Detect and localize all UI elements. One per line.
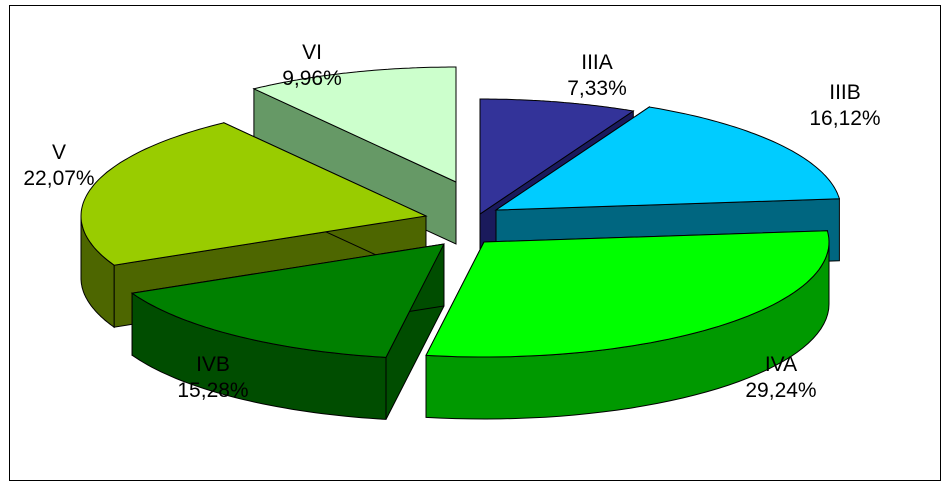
slice-label-name: IVB <box>196 353 230 376</box>
slice-label-iva: IVA 29,24% <box>745 352 816 404</box>
slice-label-percent: 7,33% <box>567 77 627 100</box>
slice-label-name: IIIA <box>581 51 613 74</box>
slice-v <box>80 122 428 266</box>
slice-label-iiia: IIIA 7,33% <box>567 50 627 102</box>
slice-label-percent: 16,12% <box>809 107 881 130</box>
slice-iva <box>425 230 830 358</box>
slice-iiia <box>479 98 635 215</box>
slice-vi <box>252 66 457 183</box>
slice-label-name: IIIB <box>829 81 861 104</box>
slice-label-iiib: IIIB 16,12% <box>809 80 880 132</box>
slice-label-percent: 15,28% <box>177 379 249 402</box>
slice-label-name: IVA <box>764 353 798 376</box>
slice-label-percent: 22,07% <box>23 167 95 190</box>
slice-label-name: V <box>51 141 67 164</box>
slice-label-v: V 22,07% <box>23 140 94 192</box>
slice-label-percent: 29,24% <box>745 379 817 402</box>
slice-iiib <box>494 106 841 211</box>
slice-label-vi: VI 9,96% <box>282 40 342 92</box>
slice-label-ivb: IVB 15,28% <box>177 352 248 404</box>
slice-label-percent: 9,96% <box>282 67 342 90</box>
slice-ivb <box>130 243 445 358</box>
slice-label-name: VI <box>302 41 322 64</box>
